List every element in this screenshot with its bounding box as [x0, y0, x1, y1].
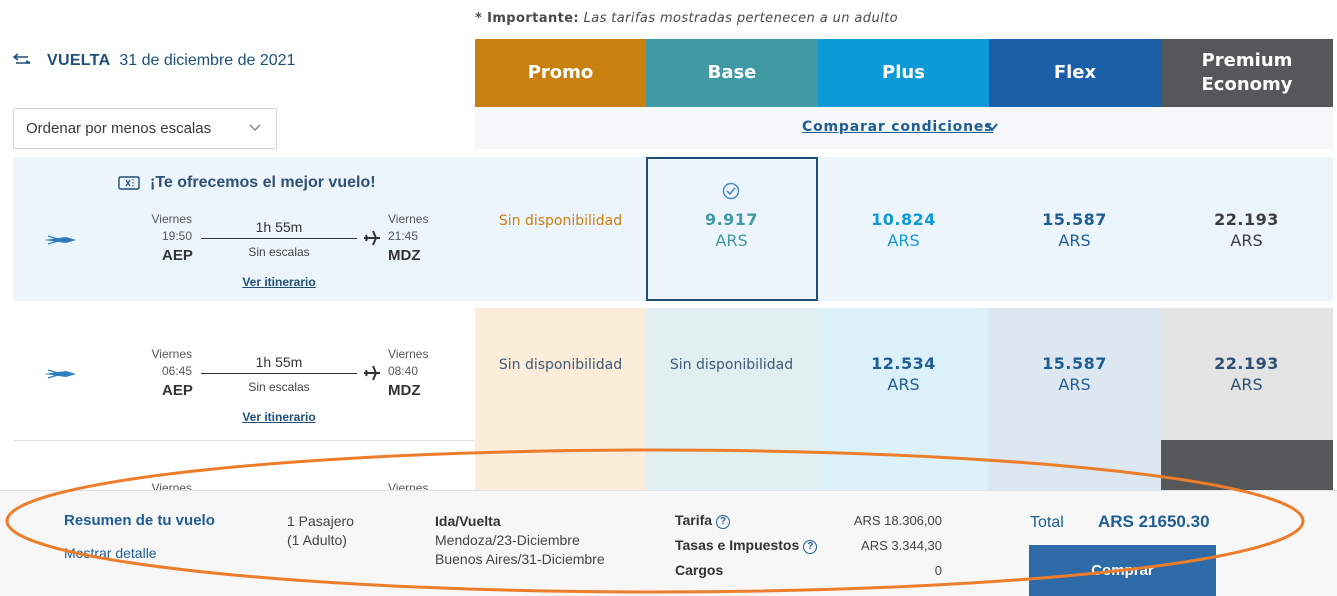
charges-value: 0: [934, 563, 942, 578]
return-flight-icon: [13, 53, 31, 64]
departure-time: 06:45: [161, 364, 192, 378]
chevron-down-icon[interactable]: [985, 121, 999, 133]
ticket-icon: [118, 176, 140, 190]
fare-price-base: 9.917 ARS: [704, 210, 759, 250]
fare-header-plus: Plus: [818, 39, 989, 107]
fare-cell-promo: Sin disponibilidad: [498, 357, 623, 373]
stops-label: Sin escalas: [248, 380, 310, 394]
fare-col-premium-dark: [1161, 440, 1333, 490]
departure-airport: AEP: [162, 247, 193, 264]
chevron-down-icon: [249, 124, 261, 132]
buy-button[interactable]: Comprar: [1029, 545, 1216, 596]
passenger-count: 1 Pasajero (1 Adulto): [287, 513, 354, 548]
airplane-icon: [364, 230, 380, 246]
fare-cell-promo: Sin disponibilidad: [498, 213, 623, 229]
fare-header-base: Base: [646, 39, 818, 107]
total-label: Total: [1030, 514, 1064, 531]
arrival-airport: MDZ: [388, 247, 421, 264]
stops-label: Sin escalas: [248, 245, 310, 259]
airplane-icon: [364, 365, 380, 381]
fare-cell-plus[interactable]: 10.824 ARS: [871, 210, 936, 250]
fare-cell-premium[interactable]: 22.193 ARS: [1214, 354, 1279, 394]
fare-cell-base-selected[interactable]: [646, 157, 818, 301]
compare-conditions-link[interactable]: Comparar condiciones: [802, 119, 994, 135]
fare-header-promo: Promo: [475, 39, 646, 107]
departure-airport: AEP: [162, 382, 193, 399]
fare-cell-plus[interactable]: 12.534 ARS: [871, 354, 936, 394]
arrival-time: 21:45: [388, 229, 419, 243]
departure-day: Viernes: [151, 347, 192, 361]
arrival-airport: MDZ: [388, 382, 421, 399]
sort-select-value: Ordenar por menos escalas: [26, 120, 212, 137]
fare-col-flex-bg: [989, 308, 1161, 490]
flight-duration: 1h 55m: [255, 354, 303, 370]
best-offer-label: ¡Te ofrecemos el mejor vuelo!: [150, 174, 376, 191]
fare-col-premium-bg: [1161, 308, 1333, 440]
show-detail-link[interactable]: Mostrar detalle: [64, 545, 157, 561]
airline-logo-icon: [44, 235, 76, 245]
fare-cell-flex[interactable]: 15.587 ARS: [1042, 354, 1107, 394]
sort-select[interactable]: Ordenar por menos escalas: [13, 108, 277, 149]
check-circle-icon: [722, 182, 740, 200]
route-line: [201, 373, 357, 374]
arrival-day: Viernes: [388, 347, 429, 361]
airline-logo-icon: [44, 369, 76, 379]
flight-duration: 1h 55m: [255, 219, 303, 235]
fare-col-plus-bg: [818, 308, 989, 490]
view-itinerary-link[interactable]: Ver itinerario: [242, 410, 316, 424]
arrival-time: 08:40: [388, 364, 419, 378]
route-line: [201, 238, 357, 239]
departure-day: Viernes: [151, 212, 192, 226]
fare-col-promo-bg: [475, 308, 646, 490]
help-icon[interactable]: ?: [803, 540, 818, 554]
compare-row: [475, 107, 1333, 149]
view-itinerary-link[interactable]: Ver itinerario: [242, 275, 316, 289]
total-value: ARS 21650.30: [1098, 512, 1210, 531]
fare-value: ARS 18.306,00: [853, 513, 942, 528]
fare-cell-premium[interactable]: 22.193 ARS: [1214, 210, 1279, 250]
taxes-label: Tasas e Impuestos?: [675, 537, 818, 554]
fare-cell-base: Sin disponibilidad: [669, 357, 794, 373]
fare-cell-flex[interactable]: 15.587 ARS: [1042, 210, 1107, 250]
fare-header-flex: Flex: [989, 39, 1161, 107]
taxes-value: ARS 3.344,30: [861, 538, 942, 553]
fare-label: Tarifa?: [675, 512, 731, 529]
help-icon[interactable]: ?: [716, 515, 731, 529]
adult-fare-note: * Importante: Las tarifas mostradas pert…: [475, 11, 898, 26]
summary-title: Resumen de tu vuelo: [64, 512, 215, 529]
arrival-day: Viernes: [388, 212, 429, 226]
trip-route: Ida/Vuelta Mendoza/23-Diciembre Buenos A…: [435, 513, 605, 567]
charges-label: Cargos: [675, 562, 724, 578]
departure-time: 19:50: [161, 229, 192, 243]
leg-header: VUELTA 31 de diciembre de 2021: [47, 52, 296, 69]
row-divider: [13, 440, 475, 441]
fare-col-base-bg: [646, 308, 818, 490]
fare-header-premium-economy: Premium Economy: [1161, 39, 1333, 107]
